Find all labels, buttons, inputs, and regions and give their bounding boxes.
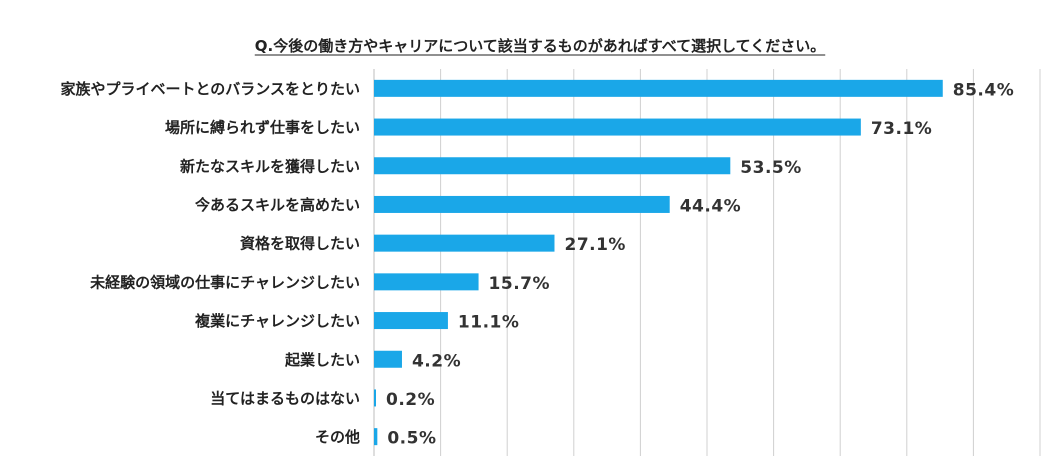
category-label: 場所に縛られず仕事をしたい	[165, 119, 360, 137]
bar	[374, 234, 555, 252]
category-label: 複業にチャレンジしたい	[194, 312, 360, 330]
bar	[374, 389, 376, 407]
bar	[374, 312, 448, 330]
value-label: 11.1%	[458, 313, 519, 333]
bar	[374, 350, 402, 368]
category-label: 新たなスキルを獲得したい	[180, 157, 360, 175]
chart-title: Q.今後の働き方やキャリアについて該当するものがあればすべて選択してください。	[255, 37, 825, 55]
category-label: 当てはまるものはない	[210, 389, 360, 407]
chart-bars	[374, 79, 943, 446]
chart-value-labels: 85.4% 73.1% 53.5% 44.4% 27.1% 15.7% 11.1% 4.2% 0…	[386, 80, 1014, 448]
value-label: 73.1%	[871, 119, 932, 139]
bar	[374, 273, 479, 291]
value-label: 0.2%	[386, 390, 435, 410]
bar	[374, 118, 861, 136]
category-label: その他	[315, 428, 360, 446]
category-label: 未経験の領域の仕事にチャレンジしたい	[89, 273, 360, 291]
value-label: 0.5%	[387, 429, 436, 449]
bar	[374, 157, 731, 175]
bar	[374, 79, 943, 97]
category-label: 起業したい	[284, 351, 360, 369]
category-label: 今あるスキルを高めたい	[194, 196, 360, 214]
value-label: 53.5%	[740, 158, 801, 178]
value-label: 4.2%	[412, 351, 461, 371]
value-label: 85.4%	[953, 80, 1014, 100]
bar	[374, 428, 378, 446]
value-label: 27.1%	[564, 235, 625, 255]
value-label: 44.4%	[680, 196, 741, 216]
value-label: 15.7%	[489, 274, 550, 294]
category-label: 家族やプライベートとのバランスをとりたい	[60, 80, 360, 98]
category-label: 資格を取得したい	[240, 235, 360, 253]
chart-category-labels: 家族やプライベートとのバランスをとりたい場所に縛られず仕事をしたい新たなスキルを…	[60, 80, 360, 446]
bar	[374, 195, 670, 213]
